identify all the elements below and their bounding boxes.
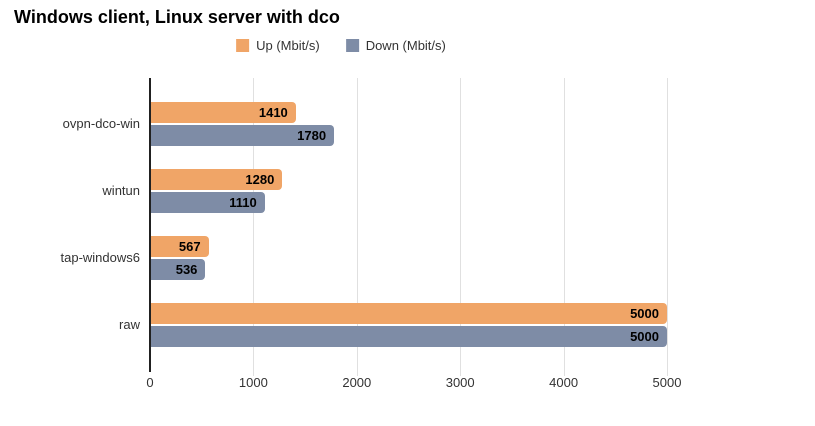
chart-title: Windows client, Linux server with dco	[14, 7, 340, 27]
category-label: wintun	[102, 183, 140, 198]
bar: 567	[150, 235, 209, 257]
value-label: 1410	[258, 104, 288, 120]
bar: 1410	[150, 101, 296, 123]
value-label: 5000	[630, 328, 659, 344]
down-series-swatch	[345, 39, 359, 52]
value-label: 1280	[245, 171, 275, 187]
up-series-swatch	[236, 39, 250, 52]
x-tick-label: 5000	[652, 375, 682, 390]
gridline	[356, 78, 358, 376]
value-label: 5000	[630, 305, 659, 321]
x-tick-label: 1000	[238, 375, 268, 390]
up-series-label: Up (Mbit/s)	[256, 38, 320, 53]
bar-group-ovpn-dco-win: 1410 1780	[150, 90, 667, 157]
legend-item-down: Down (Mbit/s)	[345, 38, 446, 53]
category-label: raw	[119, 317, 140, 332]
gridlines	[150, 78, 668, 376]
bar-group-tap-windows6: 567 536	[150, 224, 667, 291]
category-labels: ovpn-dco-win wintun tap-windows6 raw	[0, 78, 141, 370]
plot-rows: 1410 1780 1280 1110 567 536 5000 5000	[150, 78, 667, 370]
value-label: 567	[178, 238, 201, 254]
bar-group-wintun: 1280 1110	[150, 157, 667, 224]
category-label: ovpn-dco-win	[62, 116, 140, 131]
gridline	[253, 78, 255, 376]
bar: 5000	[150, 325, 667, 347]
gridline	[667, 78, 668, 376]
x-tick-label: 2000	[342, 375, 372, 390]
x-tick-label: 4000	[549, 375, 579, 390]
legend-item-up: Up (Mbit/s)	[236, 38, 320, 53]
value-label: 1780	[297, 127, 327, 143]
value-label: 536	[175, 261, 198, 277]
down-series-label: Down (Mbit/s)	[365, 38, 446, 53]
legend: Up (Mbit/s) Down (Mbit/s)	[236, 38, 446, 53]
bar: 536	[150, 258, 206, 280]
gridline	[563, 78, 565, 376]
value-label: 1110	[229, 194, 257, 210]
bar: 1780	[150, 124, 335, 146]
bar: 1110	[150, 191, 265, 213]
value-axis-line	[149, 78, 151, 372]
bar: 5000	[150, 302, 667, 324]
gridline	[460, 78, 462, 376]
plot-area: 1410 1780 1280 1110 567 536 5000 5000	[150, 78, 668, 376]
x-tick-label: 3000	[445, 375, 475, 390]
bar: 1280	[150, 168, 283, 190]
bar-group-raw: 5000 5000	[150, 291, 667, 358]
category-label: tap-windows6	[60, 250, 141, 265]
x-tick-label: 0	[146, 375, 154, 390]
